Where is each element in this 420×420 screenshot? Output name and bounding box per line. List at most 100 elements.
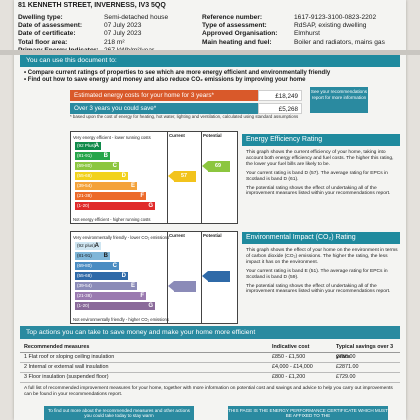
- chart-bottom-label: Not energy efficient - higher running co…: [73, 217, 151, 222]
- rating-band-d: (55-68) D: [75, 272, 128, 280]
- measure-cost: £4,000 - £14,000: [272, 364, 313, 370]
- rating-band-a: (92 Plus) A: [75, 142, 101, 150]
- rating-band-g: (1-20) G: [75, 302, 155, 310]
- rating-band-b: (81-91) B: [75, 152, 110, 160]
- bullet-text: Find out how to save energy and money an…: [27, 77, 306, 83]
- current-rating-arrow: 57: [168, 171, 196, 182]
- potential-rating-arrow: 69: [202, 161, 230, 172]
- band-range: (55-68): [77, 273, 92, 278]
- rating-band-d: (55-68) D: [75, 172, 128, 180]
- band-grade: F: [140, 193, 144, 199]
- panel-text: This graph shows the effect of your home…: [246, 248, 398, 265]
- energy-efficiency-panel: Energy Efficiency Rating This graph show…: [242, 134, 400, 200]
- band-range: (81-91): [77, 153, 92, 158]
- detail-value: 07 July 2023: [104, 30, 142, 38]
- band-range: (92 plus): [77, 243, 95, 248]
- current-column-header: Current: [169, 233, 185, 238]
- chart-bottom-label: Not environmentally friendly - higher CO…: [73, 317, 169, 322]
- table-header: Recommended measures: [24, 344, 90, 350]
- chart-top-label: Very energy efficient - lower running co…: [73, 135, 151, 140]
- band-grade: B: [103, 153, 108, 159]
- band-grade: G: [148, 203, 153, 209]
- band-grade: G: [148, 303, 153, 309]
- band-range: (1-20): [77, 203, 90, 208]
- band-range: (39-54): [77, 283, 92, 288]
- column-divider: [167, 232, 168, 323]
- column-divider: [167, 132, 168, 223]
- detail-key: Approved Organisation:: [202, 30, 278, 38]
- table-row: 2 Internal or external wall insulation £…: [20, 363, 400, 373]
- panel-text: Your current rating is band E (51). The …: [246, 268, 388, 280]
- detail-value: Boiler and radiators, mains gas: [294, 38, 385, 46]
- rating-band-e: (39-54) E: [75, 182, 137, 190]
- band-range: (39-54): [77, 183, 92, 188]
- band-range: (92 Plus): [77, 143, 96, 148]
- panel-text: The potential rating shows the effect of…: [246, 283, 391, 295]
- band-grade: C: [112, 263, 117, 269]
- band-range: (1-20): [77, 303, 90, 308]
- band-range: (21-38): [77, 293, 92, 298]
- band-range: (81-91): [77, 253, 92, 258]
- rating-band-b: (81-91) B: [75, 252, 110, 260]
- band-grade: B: [103, 253, 108, 259]
- table-header: Typical savings over 3 years: [336, 344, 394, 360]
- bullet-compare: • Compare current ratings of properties …: [24, 70, 331, 76]
- rating-band-f: (21-38) F: [75, 192, 146, 200]
- table-row: 1 Flat roof or sloping ceiling insulatio…: [20, 353, 400, 363]
- potential-rating-arrow: [202, 271, 230, 282]
- band-grade: D: [121, 173, 126, 179]
- detail-value: Semi-detached house: [104, 14, 169, 21]
- panel-title: Environmental Impact (CO₂) Rating: [242, 232, 400, 244]
- potential-column-header: Potential: [203, 233, 222, 238]
- environmental-impact-panel: Environmental Impact (CO₂) Rating This g…: [242, 232, 400, 298]
- band-grade: F: [140, 293, 144, 299]
- energy-efficiency-chart: Very energy efficient - lower running co…: [70, 131, 238, 224]
- measures-footnote: A full list of recommended improvement m…: [24, 386, 393, 397]
- measure-name: 3 Floor insulation (suspended floor): [24, 374, 109, 380]
- measure-saving: £2871.00: [336, 364, 359, 370]
- detail-value: 07 July 2023: [104, 22, 142, 30]
- band-grade: E: [130, 283, 135, 289]
- band-grade: A: [94, 243, 99, 249]
- detail-key: Main heating and fuel:: [202, 38, 272, 46]
- measure-cost: £800 - £1,200: [272, 374, 306, 380]
- savings-row: Over 3 years you could save* £5,268: [70, 103, 302, 114]
- environmental-impact-chart: Very environmentally friendly - lower CO…: [70, 231, 238, 324]
- detail-key: Total floor area:: [18, 38, 68, 46]
- chart-top-label: Very environmentally friendly - lower CO…: [73, 235, 170, 240]
- detail-key: Type of assessment:: [202, 22, 267, 30]
- detail-key: Date of assessment:: [18, 22, 83, 30]
- bullet-text: Compare current ratings of properties to…: [27, 70, 331, 76]
- savings-value: £5,268: [258, 103, 302, 114]
- band-range: (21-38): [77, 193, 92, 198]
- top-actions-heading: Top actions you can take to save money a…: [20, 326, 400, 339]
- rating-band-e: (39-54) E: [75, 282, 137, 290]
- estimated-cost-label: Estimated energy costs for your home for…: [74, 92, 214, 99]
- cost-footnote: * based upon the cost of energy for heat…: [70, 114, 299, 119]
- current-rating-arrow: [168, 281, 196, 292]
- band-range: (69-80): [77, 263, 92, 268]
- table-header-row: Recommended measures Indicative cost Typ…: [20, 342, 400, 360]
- certificate-notice-box: THIS PAGE IS THE ENERGY PERFORMANCE CERT…: [228, 406, 388, 420]
- band-grade: E: [130, 183, 135, 189]
- rating-band-c: (69-80) C: [75, 262, 119, 270]
- table-row: 3 Floor insulation (suspended floor) £80…: [20, 373, 400, 383]
- address: 81 KENNETH STREET, INVERNESS, IV3 5QQ: [18, 2, 166, 9]
- table-header: Indicative cost: [272, 344, 310, 350]
- find-out-more-box: To find out more about the recommended m…: [44, 406, 194, 420]
- detail-key: Date of certificate:: [18, 30, 76, 38]
- band-range: (55-68): [77, 173, 92, 178]
- rating-band-f: (21-38) F: [75, 292, 146, 300]
- bullet-save: • Find out how to save energy and money …: [24, 77, 306, 83]
- detail-value: 1617-9123-3100-0823-2202: [294, 14, 377, 21]
- detail-value: Elmhurst: [294, 30, 321, 38]
- details-right: Reference number: 1617-9123-3100-0823-220…: [202, 14, 404, 47]
- potential-column-header: Potential: [203, 133, 222, 138]
- details-left: Dwelling type: Semi-detached house Date o…: [18, 14, 196, 55]
- column-divider: [201, 232, 202, 323]
- measure-saving: £750.00: [336, 354, 356, 360]
- panel-text: The potential rating shows the effect of…: [246, 185, 391, 197]
- measure-cost: £850 - £1,500: [272, 354, 306, 360]
- band-grade: C: [112, 163, 117, 169]
- rating-band-a: (92 plus) A: [75, 242, 101, 250]
